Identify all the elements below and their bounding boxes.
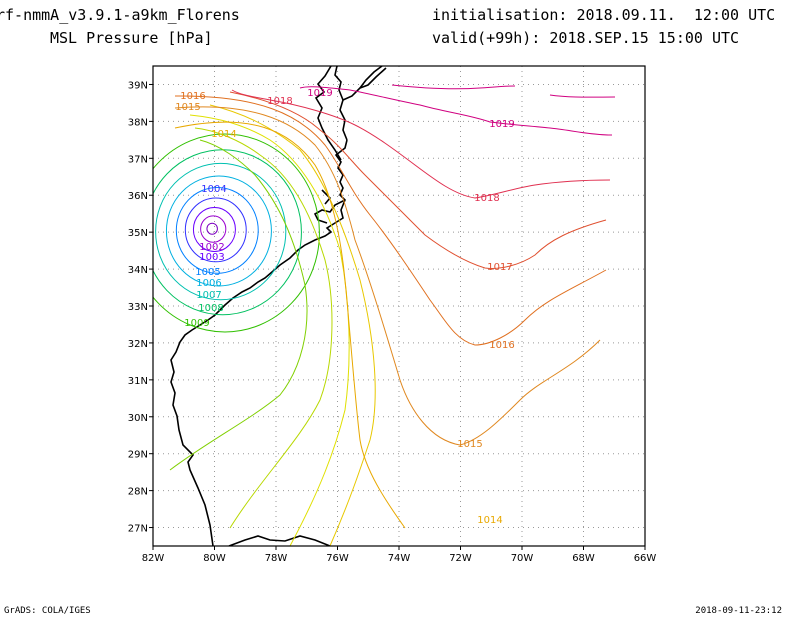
- isobar-1001: [206, 222, 218, 235]
- isobar-1015: [174, 106, 601, 446]
- isobar-label: 1016: [489, 340, 514, 351]
- grid-lines: [153, 66, 645, 546]
- isobar-label: 1007: [196, 290, 221, 301]
- isobar-label: 1002: [199, 242, 224, 253]
- isobar-label: 1016: [180, 91, 205, 102]
- isobar-1009: [153, 133, 320, 333]
- lon-tick-label: 76W: [326, 553, 349, 564]
- isobar-1013: [209, 104, 376, 546]
- lat-tick-label: 31N: [128, 376, 148, 387]
- isobar-1004: [184, 197, 247, 263]
- isobar-1016: [174, 95, 607, 346]
- isobar-label: 1014: [211, 129, 236, 140]
- lat-tick-label: 37N: [128, 154, 148, 165]
- isobar-label: 1015: [175, 102, 200, 113]
- isobar-1019: [299, 86, 613, 136]
- lat-tick-label: 30N: [128, 413, 148, 424]
- lat-tick-label: 29N: [128, 450, 148, 461]
- lat-tick-label: 39N: [128, 80, 148, 91]
- lon-tick-label: 82W: [142, 553, 165, 564]
- lat-tick-label: 35N: [128, 228, 148, 239]
- grads-credit: GrADS: COLA/IGES: [4, 606, 91, 616]
- lon-tick-label: 74W: [388, 553, 411, 564]
- lat-tick-label: 28N: [128, 487, 148, 498]
- isobar-label: 1019: [489, 119, 514, 130]
- isobar-1012: [189, 114, 350, 546]
- isobar-1006: [165, 175, 272, 287]
- isobar-label: 1005: [195, 267, 220, 278]
- isobar-1008: [153, 149, 302, 316]
- isobar-label: 1004: [201, 184, 226, 195]
- isobars: [153, 84, 616, 546]
- valid-time: valid(+99h): 2018.SEP.15 15:00 UTC: [432, 29, 740, 47]
- isobar-label: 1009: [184, 318, 209, 329]
- isobar-1017: [229, 91, 607, 269]
- lon-tick-label: 72W: [449, 553, 472, 564]
- isobar-1018: [231, 89, 611, 199]
- lon-tick-label: 78W: [265, 553, 288, 564]
- isobar-label: 1015: [457, 439, 482, 450]
- lat-tick-label: 33N: [128, 302, 148, 313]
- isobar-1014: [174, 121, 406, 529]
- lat-tick-label: 38N: [128, 117, 148, 128]
- isobar-1019: [391, 84, 516, 90]
- lon-tick-label: 80W: [203, 553, 226, 564]
- lat-tick-label: 27N: [128, 524, 148, 535]
- init-time: initialisation: 2018.09.11. 12:00 UTC: [432, 6, 776, 24]
- isobar-label: 1006: [196, 278, 221, 289]
- isobar-1002: [200, 215, 227, 243]
- lon-tick-label: 66W: [634, 553, 657, 564]
- isobar-1010: [169, 139, 308, 471]
- isobar-label: 1003: [199, 252, 224, 263]
- isobar-1019: [549, 94, 616, 98]
- coastline: [170, 66, 387, 546]
- lat-tick-label: 36N: [128, 191, 148, 202]
- render-timestamp: 2018-09-11-23:12: [695, 606, 782, 616]
- isobar-label: 1008: [198, 303, 223, 314]
- isobar-1007: [155, 162, 287, 301]
- isobar-label: 1017: [487, 262, 512, 273]
- lat-tick-label: 32N: [128, 339, 148, 350]
- isobar-1005: [175, 187, 259, 274]
- isobar-label: 1018: [474, 193, 499, 204]
- field-title: MSL Pressure [hPa]: [50, 29, 213, 47]
- model-title: rf-nmmA_v3.9.1-a9km_Florens: [0, 6, 240, 24]
- lon-tick-label: 68W: [572, 553, 595, 564]
- lat-tick-label: 34N: [128, 265, 148, 276]
- isobar-label: 1018: [267, 96, 292, 107]
- isobar-1011: [194, 127, 333, 529]
- isobar-1003: [192, 206, 236, 252]
- isobar-label: 1014: [477, 515, 502, 526]
- isobar-label: 1019: [307, 88, 332, 99]
- lon-tick-label: 70W: [511, 553, 534, 564]
